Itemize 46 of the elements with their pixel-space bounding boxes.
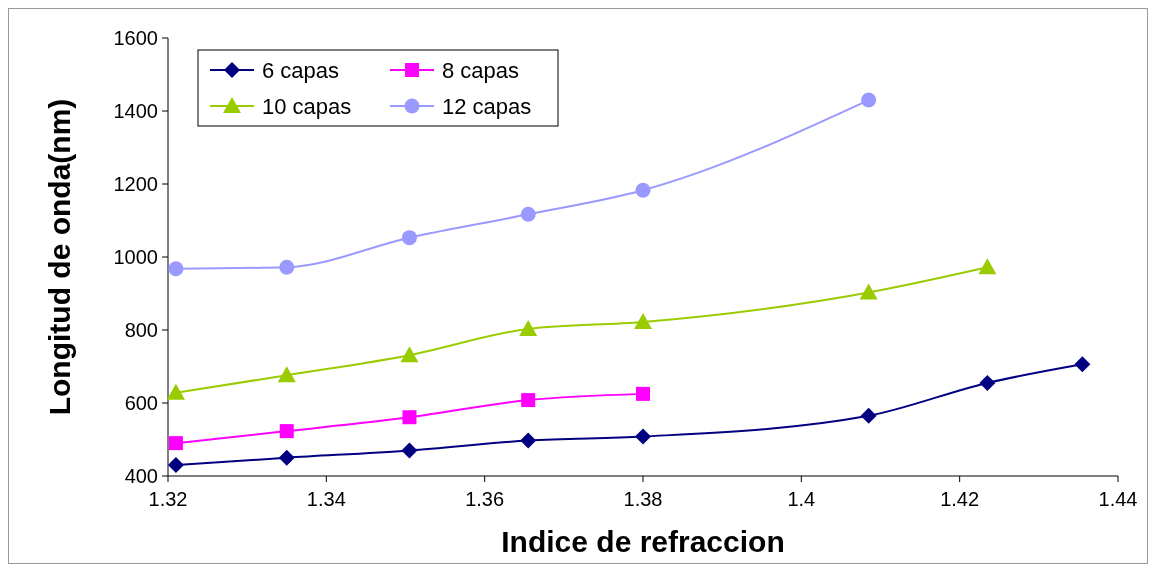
point bbox=[861, 92, 877, 108]
point bbox=[402, 410, 417, 425]
point bbox=[519, 319, 538, 336]
y-tick-label: 1600 bbox=[113, 27, 158, 49]
point bbox=[400, 346, 419, 363]
y-tick-label: 1400 bbox=[113, 100, 158, 122]
x-tick-label: 1.42 bbox=[940, 488, 980, 510]
x-tick-label: 1.4 bbox=[787, 488, 816, 510]
legend-label: 12 capas bbox=[442, 93, 532, 119]
point bbox=[520, 432, 537, 449]
point bbox=[636, 386, 650, 401]
y-tick-label: 600 bbox=[124, 392, 158, 414]
x-tick-label: 1.34 bbox=[306, 488, 346, 510]
x-tick-label: 1.36 bbox=[465, 488, 505, 510]
point bbox=[278, 449, 295, 466]
y-axis-title: Longitud de onda(nm) bbox=[43, 98, 76, 416]
y-tick-label: 800 bbox=[124, 319, 158, 341]
x-axis-title: Indice de refraccion bbox=[501, 525, 785, 558]
point bbox=[401, 442, 418, 459]
point bbox=[859, 283, 878, 300]
point bbox=[279, 424, 294, 439]
legend-label: 10 capas bbox=[262, 93, 352, 119]
legend-label: 8 capas bbox=[442, 57, 520, 83]
point bbox=[979, 374, 996, 391]
point bbox=[167, 457, 184, 474]
x-tick-label: 1.32 bbox=[148, 488, 188, 510]
point bbox=[635, 182, 651, 198]
x-tick-label: 1.44 bbox=[1098, 488, 1138, 510]
point bbox=[635, 428, 651, 445]
x-tick-label: 1.38 bbox=[623, 488, 663, 510]
point bbox=[166, 383, 185, 400]
point bbox=[1074, 356, 1091, 373]
point bbox=[520, 206, 536, 222]
point bbox=[168, 261, 184, 277]
point bbox=[860, 407, 877, 424]
point bbox=[277, 366, 296, 383]
y-tick-label: 400 bbox=[124, 465, 158, 487]
y-tick-label: 1000 bbox=[113, 246, 158, 268]
legend-label: 6 capas bbox=[262, 57, 340, 83]
point bbox=[401, 230, 417, 246]
point bbox=[521, 393, 536, 408]
point bbox=[634, 312, 652, 329]
point bbox=[168, 436, 183, 451]
y-tick-label: 1200 bbox=[113, 173, 158, 195]
point bbox=[279, 259, 295, 275]
point bbox=[978, 258, 997, 275]
